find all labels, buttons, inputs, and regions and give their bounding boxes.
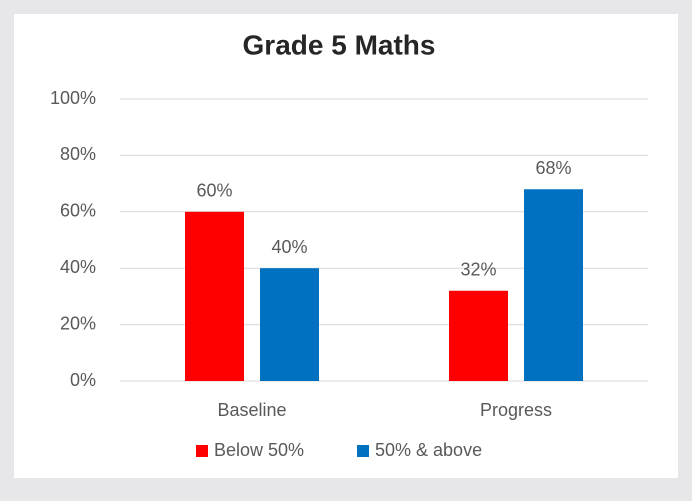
legend-label: 50% & above [375, 440, 482, 460]
x-tick-label: Baseline [217, 400, 286, 420]
bar [185, 211, 244, 381]
y-tick-label: 0% [70, 370, 96, 390]
bar [524, 189, 583, 381]
y-tick-label: 40% [60, 257, 96, 277]
data-label: 32% [460, 260, 496, 280]
x-tick-label: Progress [480, 400, 552, 420]
chart-title: Grade 5 Maths [243, 29, 436, 60]
y-tick-label: 80% [60, 144, 96, 164]
bar [260, 268, 319, 381]
legend-swatch [196, 445, 208, 457]
data-label: 68% [535, 158, 571, 178]
y-tick-label: 60% [60, 201, 96, 221]
y-tick-label: 100% [50, 88, 96, 108]
y-tick-label: 20% [60, 313, 96, 333]
legend-swatch [357, 445, 369, 457]
data-label: 40% [271, 237, 307, 257]
data-label: 60% [196, 181, 232, 201]
legend-label: Below 50% [214, 440, 304, 460]
bar [449, 290, 508, 381]
